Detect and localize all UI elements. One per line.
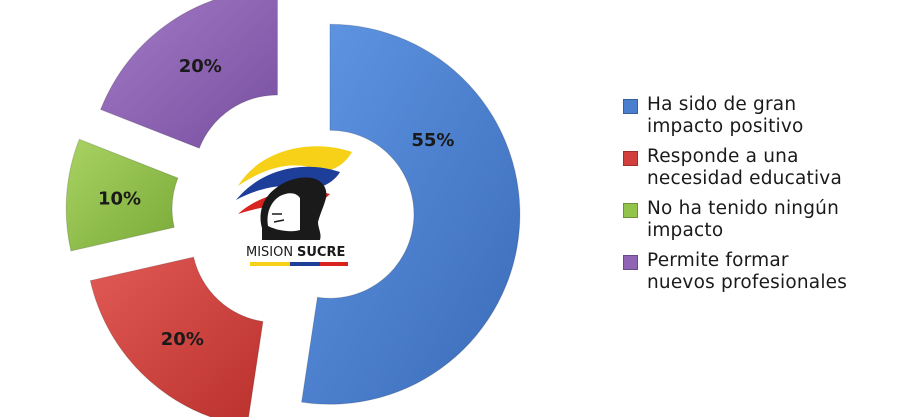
logo-text-sucre: SUCRE — [297, 245, 345, 260]
slice-no-impact — [65, 138, 179, 252]
legend-label-line: No ha tenido ningún — [647, 198, 840, 219]
slice-value-label: 20% — [161, 329, 204, 350]
legend-swatch-blue — [623, 99, 638, 114]
legend-item: Ha sido de gran impacto positivo — [621, 94, 909, 138]
logo-flag-yellow — [238, 146, 352, 186]
donut-slices — [65, 0, 521, 417]
legend-label-line: impacto positivo — [647, 116, 804, 137]
slice-value-labels: 55% 20% 10% 20% — [98, 56, 454, 350]
slice-value-label: 55% — [411, 130, 454, 151]
chart-legend: Ha sido de gran impacto positivo Respond… — [621, 94, 909, 302]
legend-label-line: Ha sido de gran — [647, 94, 797, 115]
legend-swatch-green — [623, 203, 638, 218]
legend-item: Responde a una necesidad educativa — [621, 146, 909, 190]
slice-positive-impact — [301, 23, 521, 405]
mision-sucre-logo: MISION SUCRE — [236, 146, 352, 266]
legend-label-line: necesidad educativa — [647, 168, 842, 189]
logo-bar-red — [320, 262, 348, 266]
legend-label-line: nuevos profesionales — [647, 272, 848, 293]
slice-value-label: 20% — [179, 56, 222, 77]
slice-educational-need — [89, 256, 264, 417]
legend-item: No ha tenido ningún impacto — [621, 198, 909, 242]
logo-bar-blue — [290, 262, 320, 266]
logo-text-mision: MISION — [246, 245, 293, 260]
legend-label-line: impacto — [647, 220, 724, 241]
slice-new-professionals — [99, 0, 278, 149]
legend-label-line: Responde a una — [647, 146, 799, 167]
legend-swatch-red — [623, 151, 638, 166]
slice-value-label: 10% — [98, 188, 141, 209]
legend-item: Permite formar nuevos profesionales — [621, 250, 909, 294]
legend-swatch-purple — [623, 255, 638, 270]
legend-label-line: Permite formar — [647, 250, 789, 271]
logo-bar-yellow — [250, 262, 290, 266]
